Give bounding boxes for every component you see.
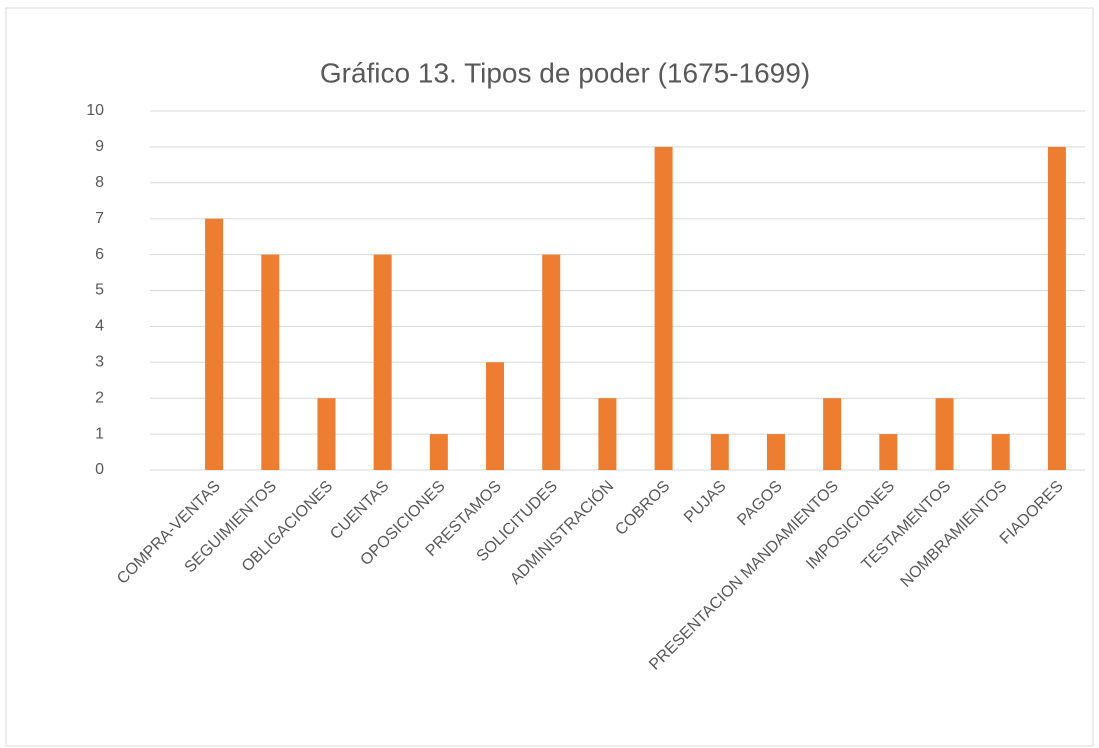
bar xyxy=(429,434,448,470)
y-tick-label: 6 xyxy=(95,246,104,263)
bar xyxy=(991,434,1010,470)
y-tick-label: 1 xyxy=(95,425,104,442)
y-tick-label: 2 xyxy=(95,389,104,406)
y-tick-label: 5 xyxy=(95,282,104,299)
bar xyxy=(598,398,617,470)
bar xyxy=(542,254,561,470)
y-tick-label: 7 xyxy=(95,210,104,227)
bar xyxy=(373,254,392,470)
bar xyxy=(486,362,505,470)
bar xyxy=(710,434,729,470)
y-tick-label: 0 xyxy=(95,461,104,478)
bar xyxy=(654,146,673,470)
bar xyxy=(935,398,954,470)
bar xyxy=(823,398,842,470)
y-tick-label: 9 xyxy=(95,138,104,155)
y-tick-label: 8 xyxy=(95,174,104,191)
bar xyxy=(879,434,898,470)
chart-title: Gráfico 13. Tipos de poder (1675-1699) xyxy=(320,57,810,88)
bar xyxy=(261,254,280,470)
bar xyxy=(317,398,336,470)
y-tick-label: 4 xyxy=(95,318,104,335)
y-tick-label: 10 xyxy=(86,102,104,119)
bar xyxy=(1047,146,1066,470)
y-tick-label: 3 xyxy=(95,354,104,371)
bar xyxy=(766,434,785,470)
bar xyxy=(205,218,224,470)
